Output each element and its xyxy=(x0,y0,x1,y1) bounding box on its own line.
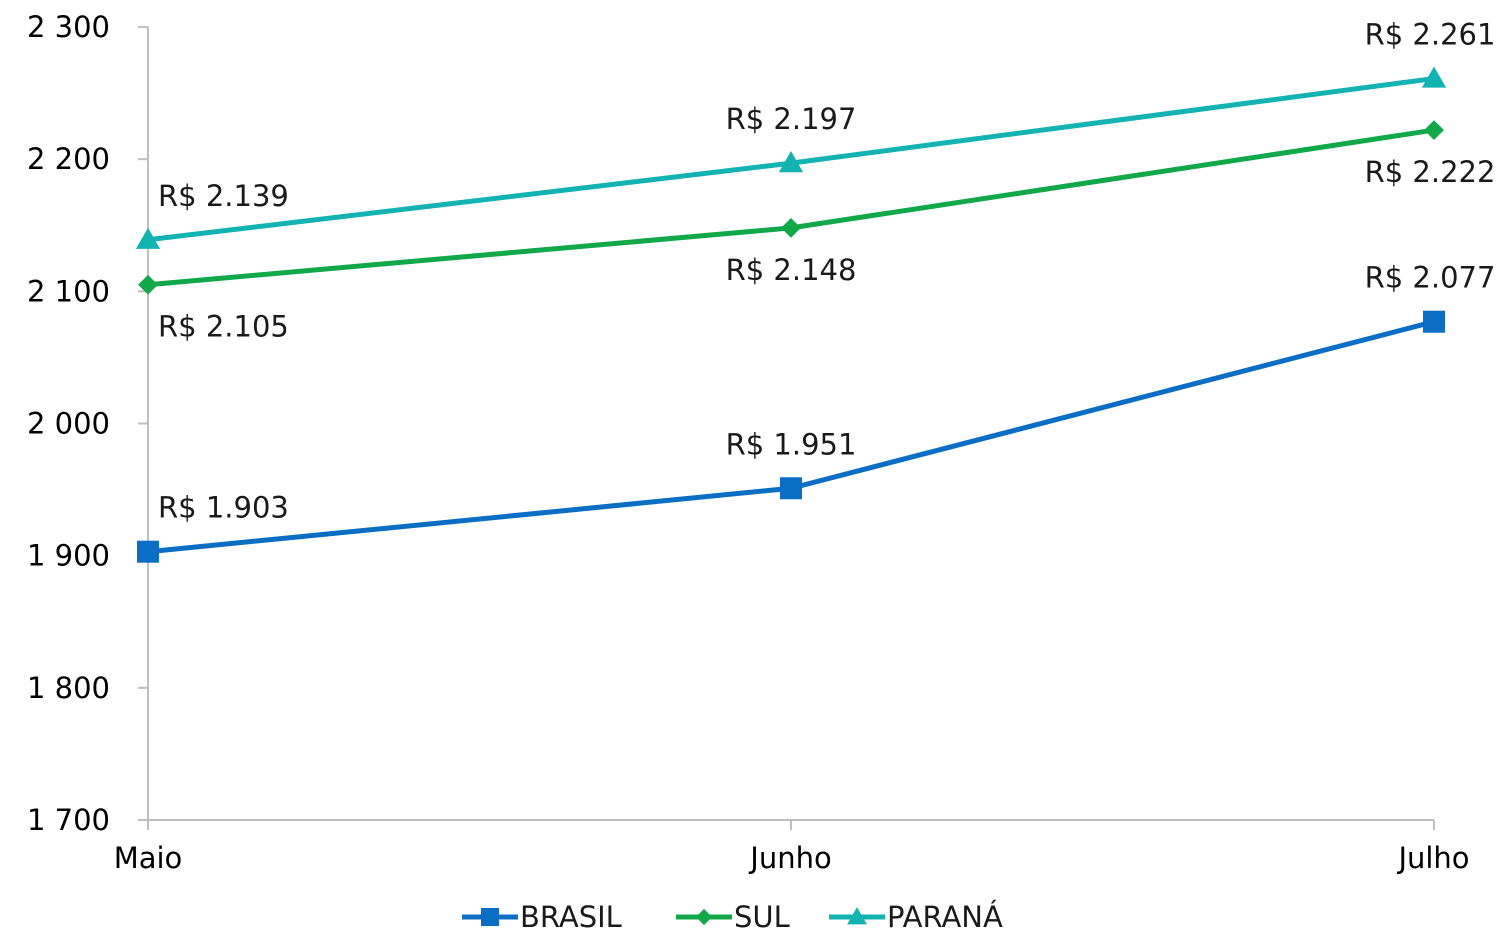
data-label-brasil: R$ 1.903 xyxy=(158,491,289,525)
data-point-sul xyxy=(781,217,801,238)
x-tick-label: Julho xyxy=(1396,841,1469,875)
data-label-sul: R$ 2.148 xyxy=(726,253,857,287)
data-label-sul: R$ 2.222 xyxy=(1365,155,1496,189)
legend-marker-paran xyxy=(847,907,867,925)
data-point-brasil xyxy=(137,540,159,563)
data-point-sul xyxy=(138,274,158,295)
data-labels: R$ 1.903 R$ 1.951 R$ 2.077 R$ 2.105 R$ 2.148… xyxy=(158,18,1495,525)
y-tick-label: 1 700 xyxy=(27,803,110,837)
data-label-paran: R$ 2.197 xyxy=(726,102,857,136)
y-tick-label: 1 800 xyxy=(27,671,110,705)
legend-marker-brasil xyxy=(481,908,499,926)
y-tick-label: 2 200 xyxy=(27,142,110,176)
y-tick-label: 1 900 xyxy=(27,539,110,573)
y-tick-label: 2 100 xyxy=(27,274,110,308)
legend-marker-sul xyxy=(695,908,713,926)
data-point-sul xyxy=(1424,120,1444,140)
x-tick-label: Junho xyxy=(748,841,831,875)
x-tick-label: Maio xyxy=(114,841,183,875)
legend-label-brasil: BRASIL xyxy=(520,900,622,931)
data-point-paran xyxy=(1421,66,1447,88)
legend: BRASIL SUL PARANÁ xyxy=(462,900,1003,931)
data-label-sul: R$ 2.105 xyxy=(158,310,289,344)
axes: 1 700 1 800 1 900 2 000 2 100 2 200 2 300 Maio J… xyxy=(27,10,1470,875)
data-label-paran: R$ 2.261 xyxy=(1365,18,1496,52)
y-tick-label: 2 000 xyxy=(27,407,110,441)
data-point-paran xyxy=(778,151,804,173)
data-label-brasil: R$ 2.077 xyxy=(1365,261,1496,295)
series-markers xyxy=(135,66,1447,563)
data-point-brasil xyxy=(780,477,802,500)
data-label-paran: R$ 2.139 xyxy=(158,179,289,213)
y-tick-label: 2 300 xyxy=(27,10,110,44)
data-point-brasil xyxy=(1423,310,1445,333)
data-point-paran xyxy=(135,227,161,249)
legend-label-sul: SUL xyxy=(734,900,790,931)
legend-label-paran: PARANÁ xyxy=(887,900,1003,931)
data-label-brasil: R$ 1.951 xyxy=(726,427,857,461)
